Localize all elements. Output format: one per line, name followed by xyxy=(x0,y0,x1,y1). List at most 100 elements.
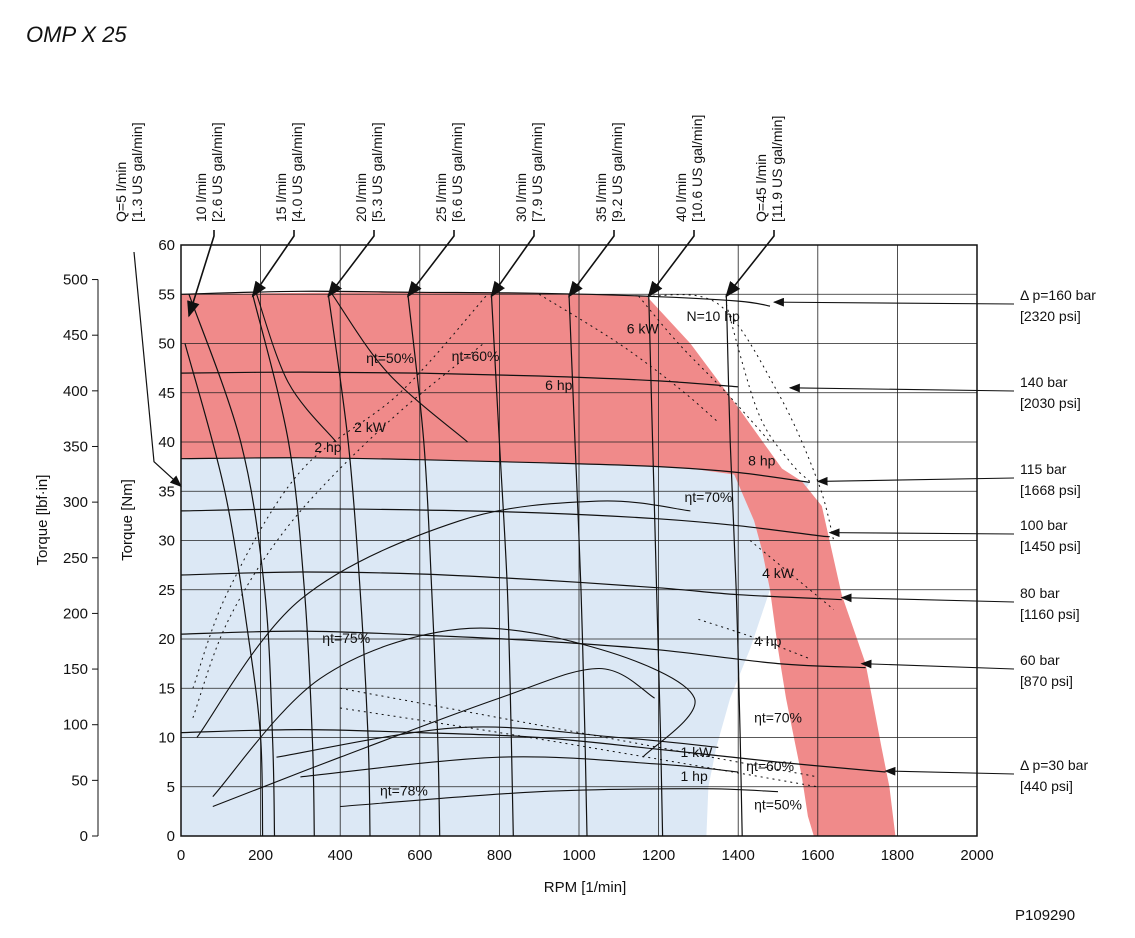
curve-label: 4 hp xyxy=(754,633,781,649)
flow-label-q: 30 l/min xyxy=(513,173,529,222)
efficiency-contour xyxy=(300,756,739,778)
x-tick-label: 2000 xyxy=(960,847,993,864)
pressure-label-bar: 115 bar xyxy=(1020,461,1067,477)
y-tick-label-lbf: 400 xyxy=(63,383,88,400)
zone-1 xyxy=(181,292,896,836)
pressure-line xyxy=(180,290,771,307)
flow-arrow xyxy=(406,230,455,298)
y-tick-label-nm: 20 xyxy=(158,631,175,648)
pressure-arrow xyxy=(772,297,1015,307)
x-tick-label: 1000 xyxy=(562,847,595,864)
y-tick-label-nm: 55 xyxy=(158,286,175,303)
pressure-line xyxy=(180,630,866,669)
power-curve xyxy=(340,687,818,778)
x-tick-label: 600 xyxy=(407,847,432,864)
pressure-label-psi: [1160 psi] xyxy=(1020,606,1080,622)
flow-label-q: 20 l/min xyxy=(353,173,369,222)
y-tick-label-nm: 40 xyxy=(158,434,175,451)
zone-0 xyxy=(181,457,810,836)
flow-label-us: [4.0 US gal/min] xyxy=(289,122,305,222)
flow-label: Q=5 l/min [1.3 US gal/min] xyxy=(113,122,145,222)
efficiency-contour xyxy=(212,667,655,808)
flow-label-us: [6.6 US gal/min] xyxy=(449,122,465,222)
efficiency-contour xyxy=(276,726,719,758)
y-tick-label-nm: 10 xyxy=(158,730,175,747)
y-tick-label-lbf: 50 xyxy=(71,772,88,789)
flow-label: 15 l/min [4.0 US gal/min] xyxy=(273,122,305,222)
pressure-label-bar: 140 bar xyxy=(1020,374,1068,390)
x-tick-label: 0 xyxy=(177,847,185,864)
pressure-arrow xyxy=(840,593,1015,603)
pressure-label-psi: [2320 psi] xyxy=(1020,308,1081,324)
curve-label: 2 kW xyxy=(354,419,387,435)
flow-label-us: [9.2 US gal/min] xyxy=(609,122,625,222)
axes: 0 200 400 600 800 1000 1200 1400 1600 1800 2000051… xyxy=(63,237,994,864)
pressure-line xyxy=(180,508,830,538)
flow-label-q: 35 l/min xyxy=(593,173,609,222)
flow-label-us: [7.9 US gal/min] xyxy=(529,122,545,222)
pressure-label-psi: [440 psi] xyxy=(1020,778,1073,794)
flow-line xyxy=(188,294,276,837)
y-tick-label-nm: 0 xyxy=(167,828,175,845)
pressure-label-bar: Δ p=30 bar xyxy=(1020,757,1088,773)
curve-labels: N=10 hp 6 kW ηt=50% ηt=60% 6 hp 2 kW 2 hp 8 hp η… xyxy=(314,308,802,813)
curve-label: ηt=60% xyxy=(452,348,500,364)
flow-label: 25 l/min [6.6 US gal/min] xyxy=(433,122,465,222)
figure-title: OMP X 25 xyxy=(26,22,127,47)
power-curve xyxy=(192,293,488,689)
flow-label-us: [5.3 US gal/min] xyxy=(369,122,385,222)
y-tick-label-lbf: 250 xyxy=(63,550,88,567)
power-curve xyxy=(646,294,835,541)
pressure-label-psi: [1450 psi] xyxy=(1020,538,1081,554)
x-tick-label: 1600 xyxy=(801,847,834,864)
efficiency-contour xyxy=(331,293,468,443)
flow-line xyxy=(252,294,315,837)
flow-arrow xyxy=(647,230,695,298)
flow-line xyxy=(327,294,371,837)
pressure-label-psi: [870 psi] xyxy=(1020,673,1073,689)
power-curve xyxy=(538,293,719,423)
curve-label: 6 hp xyxy=(545,377,572,393)
pressure-label-psi: [1668 psi] xyxy=(1020,482,1081,498)
curve-label: 4 kW xyxy=(762,565,795,581)
y-tick-label-nm: 15 xyxy=(158,680,175,697)
pressure-label-bar: 80 bar xyxy=(1020,585,1060,601)
pressure-line xyxy=(180,728,886,773)
flow-arrow xyxy=(490,230,535,298)
pressure-arrow xyxy=(828,528,1015,538)
curve-label: 2 hp xyxy=(314,439,341,455)
x-axis-label: RPM [1/min] xyxy=(544,879,627,896)
y-tick-label-lbf: 200 xyxy=(63,605,88,622)
y-tick-label-nm: 50 xyxy=(158,336,175,353)
curve-label: ηt=78% xyxy=(380,783,428,799)
efficiency-contour xyxy=(340,788,779,808)
power-curve xyxy=(638,295,771,443)
y-tick-label-nm: 45 xyxy=(158,385,175,402)
power-curve xyxy=(192,343,484,718)
efficiency-contour xyxy=(256,294,337,443)
y-axis-label-lbf: Torque [lbf·in] xyxy=(34,475,51,566)
flow-label-us: [10.6 US gal/min] xyxy=(689,115,705,222)
flow-label: Q=45 l/min [11.9 US gal/min] xyxy=(753,116,785,222)
x-tick-label: 800 xyxy=(487,847,512,864)
flow-arrow xyxy=(725,230,775,298)
flow-arrow xyxy=(568,230,615,298)
pressure-arrow xyxy=(884,766,1015,776)
pressure-label-bar: 100 bar xyxy=(1020,517,1068,533)
flow-label-us: [11.9 US gal/min] xyxy=(769,116,785,222)
flow-label: 30 l/min [7.9 US gal/min] xyxy=(513,122,545,222)
plot-frame xyxy=(180,244,978,837)
x-tick-label: 1200 xyxy=(642,847,675,864)
y-tick-label-nm: 60 xyxy=(158,237,175,254)
flow-line xyxy=(648,294,664,837)
x-tick-label: 200 xyxy=(248,847,273,864)
y-axis-label-nm: Torque [Nm] xyxy=(119,479,136,561)
frame xyxy=(180,244,978,837)
x-tick-label: 1800 xyxy=(881,847,914,864)
y-tick-label-lbf: 0 xyxy=(80,828,88,845)
flow-arrow xyxy=(327,230,375,298)
flow-arrow xyxy=(187,230,215,318)
y-tick-label-nm: 30 xyxy=(158,533,175,550)
operating-zones xyxy=(181,292,896,836)
y-tick-label-lbf: 500 xyxy=(63,272,88,289)
